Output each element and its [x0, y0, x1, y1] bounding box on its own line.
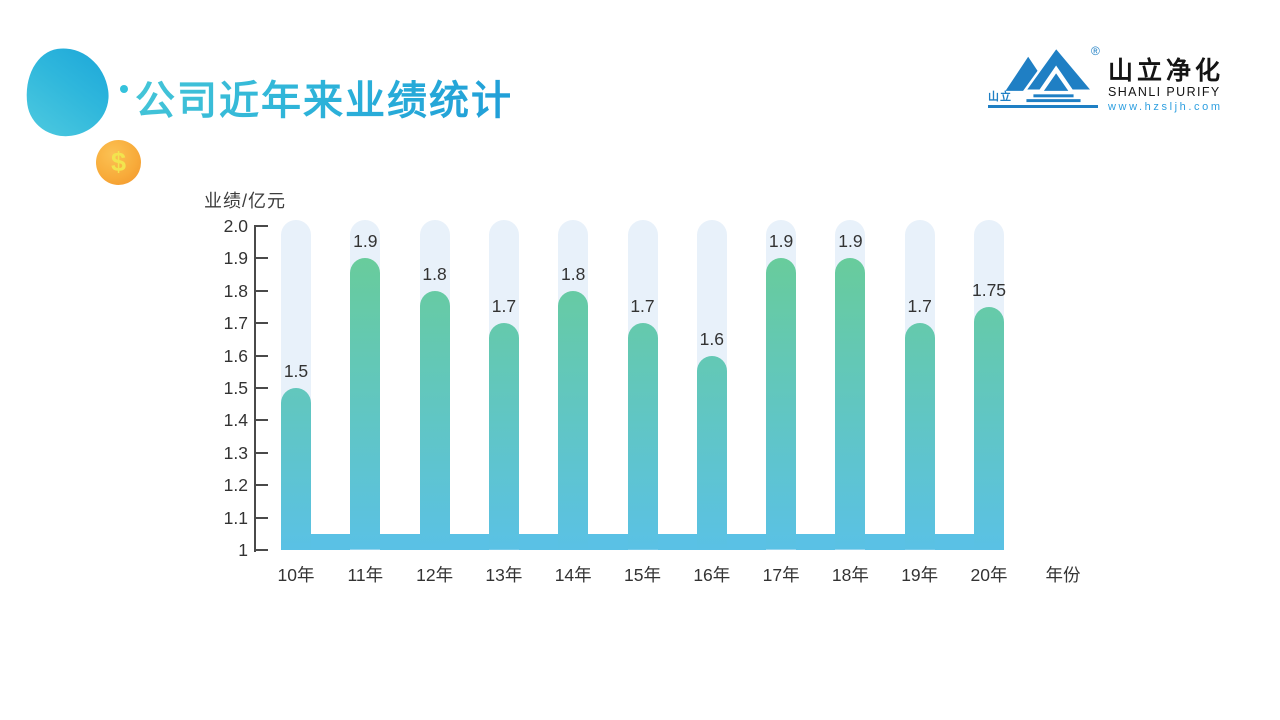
y-tick-label: 1.1	[223, 507, 248, 528]
bar	[488, 323, 519, 550]
mountain-logo-icon: 山立 ®	[988, 42, 1100, 112]
x-tick-label: 19年	[901, 565, 939, 585]
logo-brand-cn: 山立净化	[1108, 57, 1225, 85]
bar	[835, 258, 866, 550]
x-tick-label: 18年	[831, 565, 869, 585]
y-tick-label: 1	[238, 540, 248, 560]
y-tick-label: 1.6	[223, 345, 248, 366]
y-tick-label: 1.5	[223, 378, 248, 398]
x-tick-label: 11年	[347, 565, 384, 585]
y-tick-label: 1.2	[223, 475, 248, 496]
small-dot-decoration	[120, 85, 128, 93]
x-axis-label: 年份	[1045, 565, 1081, 585]
x-tick-label: 13年	[485, 565, 523, 585]
y-tick-label: 1.9	[223, 248, 248, 269]
bar-value-label: 1.75	[971, 280, 1007, 300]
dollar-symbol: $	[110, 147, 127, 177]
x-tick-label: 10年	[277, 565, 315, 585]
logo-website: www.hzsljh.com	[1108, 101, 1223, 114]
x-tick-label: 12年	[416, 565, 454, 585]
y-tick-mark	[254, 225, 268, 227]
y-tick-label: 2.0	[223, 216, 248, 236]
y-tick-mark	[254, 257, 268, 260]
coin-icon: $	[96, 140, 141, 185]
y-axis-label: 业绩/亿元	[204, 191, 287, 211]
bar-value-label: 1.6	[699, 328, 724, 349]
y-tick-mark	[254, 354, 268, 357]
bar	[766, 258, 797, 550]
y-tick-label: 1.4	[223, 410, 248, 431]
y-tick-label: 1.7	[223, 313, 248, 334]
y-tick-label: 1.8	[223, 280, 248, 301]
page-title: 公司近年来业绩统计	[135, 68, 513, 126]
bar	[281, 388, 311, 550]
y-tick-mark	[254, 516, 268, 519]
x-tick-label: 16年	[693, 565, 731, 585]
y-tick-label: 1.3	[223, 442, 248, 463]
bar-value-label: 1.9	[768, 231, 794, 252]
bar	[419, 290, 450, 550]
y-tick-mark	[254, 322, 268, 325]
bar-value-label: 1.7	[907, 296, 932, 317]
bar	[904, 323, 935, 550]
bar-value-label: 1.8	[561, 263, 586, 284]
logo-text-block: 山立净化 SHANLI PURIFY www.hzsljh.com	[1108, 57, 1243, 114]
mountain-icon	[1005, 45, 1096, 103]
bar-value-label: 1.5	[283, 361, 309, 381]
bar-value-label: 1.7	[630, 296, 655, 317]
logo-brand-en: SHANLI PURIFY	[1108, 85, 1221, 100]
bar-value-label: 1.7	[491, 296, 517, 317]
bar	[558, 290, 589, 550]
x-tick-label: 17年	[762, 565, 800, 585]
bar	[627, 323, 658, 550]
company-logo: 山立 ® 山立净化 SHANLI PURIFY www.hzsljh.com	[988, 42, 1238, 114]
registered-trademark-icon: ®	[1091, 44, 1100, 58]
logo-underline	[988, 105, 1098, 108]
y-tick-mark	[254, 484, 268, 487]
bar-value-label: 1.9	[838, 231, 863, 252]
bar-value-label: 1.8	[422, 263, 447, 284]
bar	[350, 258, 381, 550]
logo-mark-label: 山立	[988, 91, 1012, 103]
y-tick-mark	[254, 419, 268, 422]
bar	[696, 355, 727, 550]
bar-value-label: 1.9	[353, 231, 378, 252]
y-tick-mark	[254, 387, 268, 389]
y-tick-mark	[254, 289, 268, 292]
x-tick-label: 20年	[970, 565, 1008, 585]
y-tick-mark	[254, 451, 268, 454]
x-tick-label: 15年	[624, 565, 661, 585]
bar	[974, 307, 1004, 550]
y-tick-mark	[254, 549, 268, 551]
x-tick-label: 14年	[554, 565, 592, 585]
